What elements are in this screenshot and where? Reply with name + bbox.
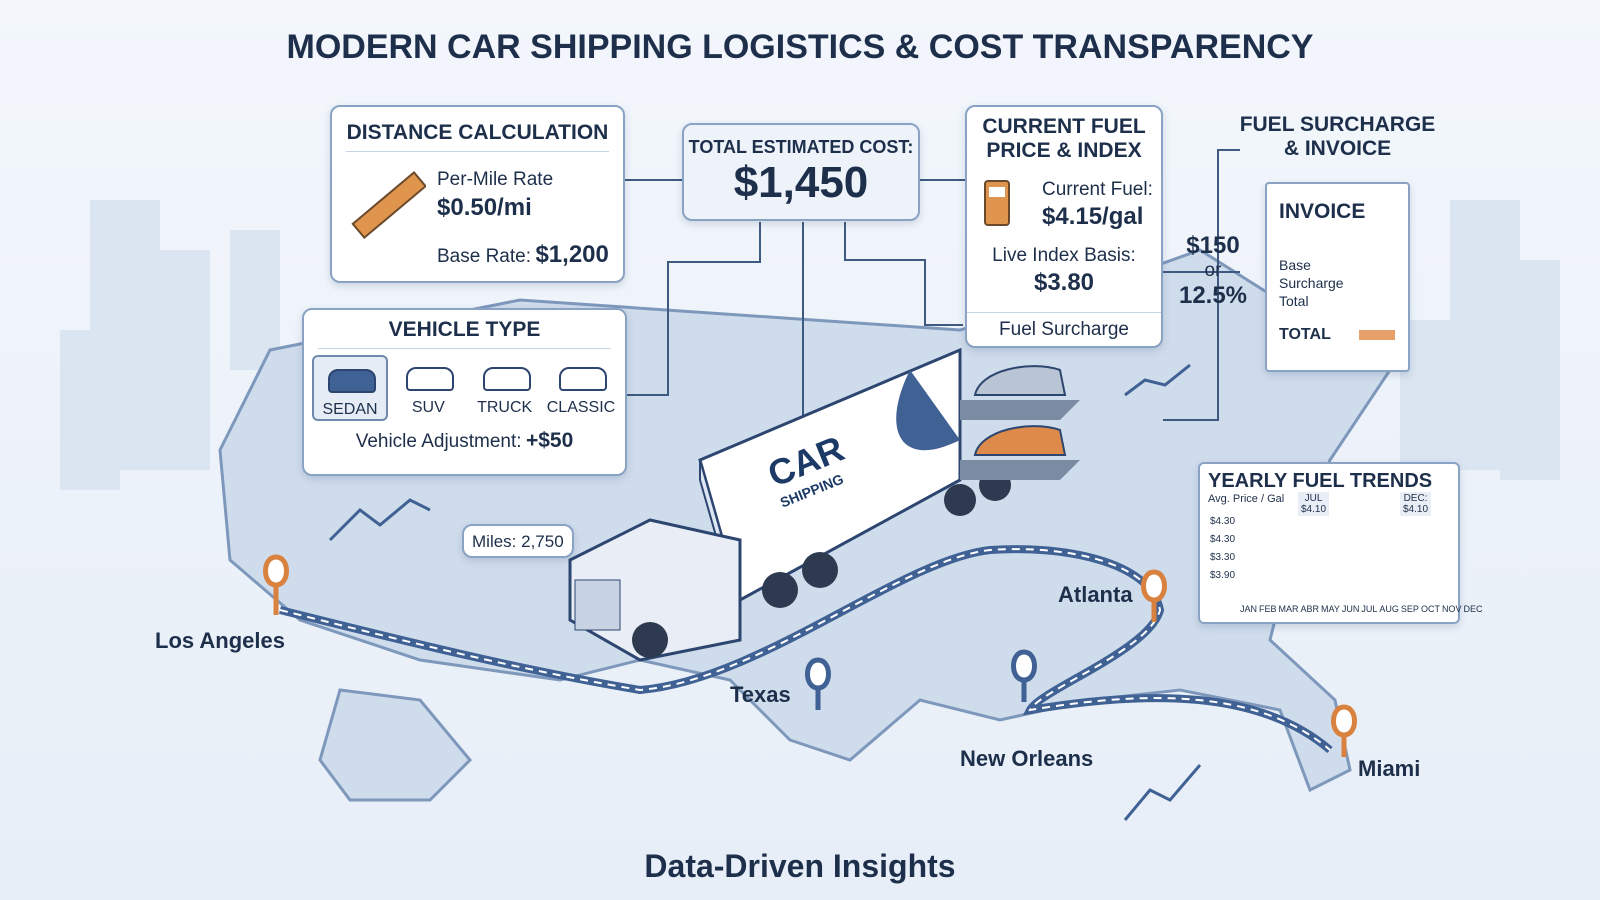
callout-month: DEC: xyxy=(1403,493,1428,504)
rate-label: Per-Mile Rate xyxy=(437,169,554,190)
base-row: Base Rate: $1,200 xyxy=(437,241,609,269)
month-label: MAY xyxy=(1321,604,1340,614)
adjustment: +$50 xyxy=(525,429,574,452)
card-title: VEHICLE TYPE xyxy=(388,318,541,341)
title-line: & INVOICE xyxy=(1283,137,1392,160)
total-bar xyxy=(1359,330,1395,340)
surcharge-label: Fuel Surcharge xyxy=(967,312,1161,341)
month-label: JAN xyxy=(1240,604,1258,614)
title-line: CURRENT FUEL xyxy=(982,115,1146,138)
vehicle-icon xyxy=(328,369,376,393)
city-blocks xyxy=(60,200,1560,490)
callout: DEC: $4.10 xyxy=(1400,492,1432,516)
surcharge-title: FUEL SURCHARGE & INVOICE xyxy=(1235,113,1440,161)
city-label: Los Angeles xyxy=(155,628,285,653)
miles: Miles: 2,750 xyxy=(462,524,574,558)
vehicle-icon xyxy=(482,367,531,391)
index-label: Live Index Basis: xyxy=(992,245,1136,266)
y-tick-label: $4.30 xyxy=(1210,516,1236,527)
base: $1,200 xyxy=(535,241,609,268)
y-tick-label: $3.90 xyxy=(1210,570,1236,581)
month-label: SEP xyxy=(1400,604,1419,614)
footer: Data-Driven Insights xyxy=(644,848,956,884)
connectors xyxy=(625,149,1240,421)
adjustment-label: Vehicle Adjustment: xyxy=(355,431,522,452)
title-line: FUEL SURCHARGE xyxy=(1239,113,1436,136)
y-tick-label: $3.30 xyxy=(1210,552,1236,563)
callout-month: JUL xyxy=(1304,493,1323,504)
trends-title: YEARLY FUEL TRENDS xyxy=(1208,470,1433,492)
rate: $0.50/mi xyxy=(437,194,532,221)
pins xyxy=(263,554,1357,757)
deco-charts xyxy=(328,363,1202,821)
base-label: Base Rate: xyxy=(437,246,531,267)
vehicle-option: TRUCK xyxy=(469,355,541,421)
total-label: TOTAL ESTIMATED COST: xyxy=(688,137,914,157)
month-label: NOV xyxy=(1441,604,1462,614)
divider xyxy=(318,348,611,349)
current: $4.15/gal xyxy=(1042,203,1144,230)
percent: 12.5% xyxy=(1178,282,1248,309)
vehicle-options: SEDAN SUV TRUCK CLASSIC xyxy=(312,355,617,421)
adjustment-row: Vehicle Adjustment: +$50 xyxy=(304,429,625,453)
y-tick-label: $4.30 xyxy=(1210,534,1236,545)
month-label: DEC xyxy=(1463,604,1483,614)
total-value: $1,450 xyxy=(733,158,869,207)
divider xyxy=(346,151,609,152)
month-label: ABR xyxy=(1300,604,1320,614)
card-title: CURRENT FUEL PRICE & INDEX xyxy=(967,115,1161,163)
month-label: FEB xyxy=(1259,604,1277,614)
city-label: Texas xyxy=(730,682,791,707)
truck xyxy=(568,347,1080,662)
current-label: Current Fuel: xyxy=(1042,179,1153,200)
vehicle-option: SUV xyxy=(392,355,464,421)
route-dash xyxy=(279,548,1331,751)
invoice: INVOICE Base Surcharge Total TOTAL xyxy=(1265,182,1410,372)
amount: $150 xyxy=(1186,232,1240,259)
vehicle-icon xyxy=(406,367,455,391)
trend-months: JAN FEB MAR ABR MAY JUN JUL AUG SEP OCT NOV DEC xyxy=(1240,604,1482,614)
invoice-line: Base xyxy=(1279,257,1311,273)
or: or xyxy=(1204,260,1222,281)
callout: JUL $4.10 xyxy=(1298,492,1330,516)
vehicle-option: SEDAN xyxy=(312,355,388,421)
surcharge-amount: $150 or 12.5% xyxy=(1163,232,1263,310)
vehicle-icon xyxy=(558,367,607,391)
month-label: JUL xyxy=(1361,604,1378,614)
month-label: JUN xyxy=(1341,604,1360,614)
invoice-line: Total xyxy=(1279,293,1309,309)
total-card: TOTAL ESTIMATED COST: $1,450 xyxy=(682,123,920,221)
invoice-line: Surcharge xyxy=(1279,275,1344,291)
title: MODERN CAR SHIPPING LOGISTICS & COST TRA… xyxy=(286,28,1314,66)
index: $3.80 xyxy=(1033,269,1095,296)
distance-card: DISTANCE CALCULATION Per-Mile Rate $0.50… xyxy=(330,105,625,283)
fuel-card: CURRENT FUEL PRICE & INDEX Current Fuel: … xyxy=(965,105,1163,348)
ruler-icon xyxy=(351,171,426,240)
card-title: DISTANCE CALCULATION xyxy=(346,121,609,144)
city-label: Miami xyxy=(1358,756,1421,781)
vehicle-option: CLASSIC xyxy=(545,355,617,421)
month-label: AUG xyxy=(1379,604,1399,614)
callout-price: $4.10 xyxy=(1301,504,1327,515)
invoice-title: INVOICE xyxy=(1279,200,1366,223)
month-label: OCT xyxy=(1420,604,1440,614)
invoice-lines: Base Surcharge Total xyxy=(1279,256,1344,310)
invoice-total: TOTAL xyxy=(1279,326,1331,343)
callout-price: $4.10 xyxy=(1403,504,1429,515)
city-label: Atlanta xyxy=(1058,582,1133,607)
month-label: MAR xyxy=(1278,604,1299,614)
vehicle-card: VEHICLE TYPE SEDAN SUV TRUCK CLASSIC Vehicl… xyxy=(302,308,627,476)
trends-card: YEARLY FUEL TRENDS Avg. Price / Gal $4.3… xyxy=(1198,462,1482,624)
title-line: PRICE & INDEX xyxy=(986,139,1142,162)
city-label: New Orleans xyxy=(960,746,1094,771)
trends-subtitle: Avg. Price / Gal xyxy=(1208,493,1285,505)
pump-icon xyxy=(984,180,1010,226)
alaska xyxy=(318,688,473,802)
